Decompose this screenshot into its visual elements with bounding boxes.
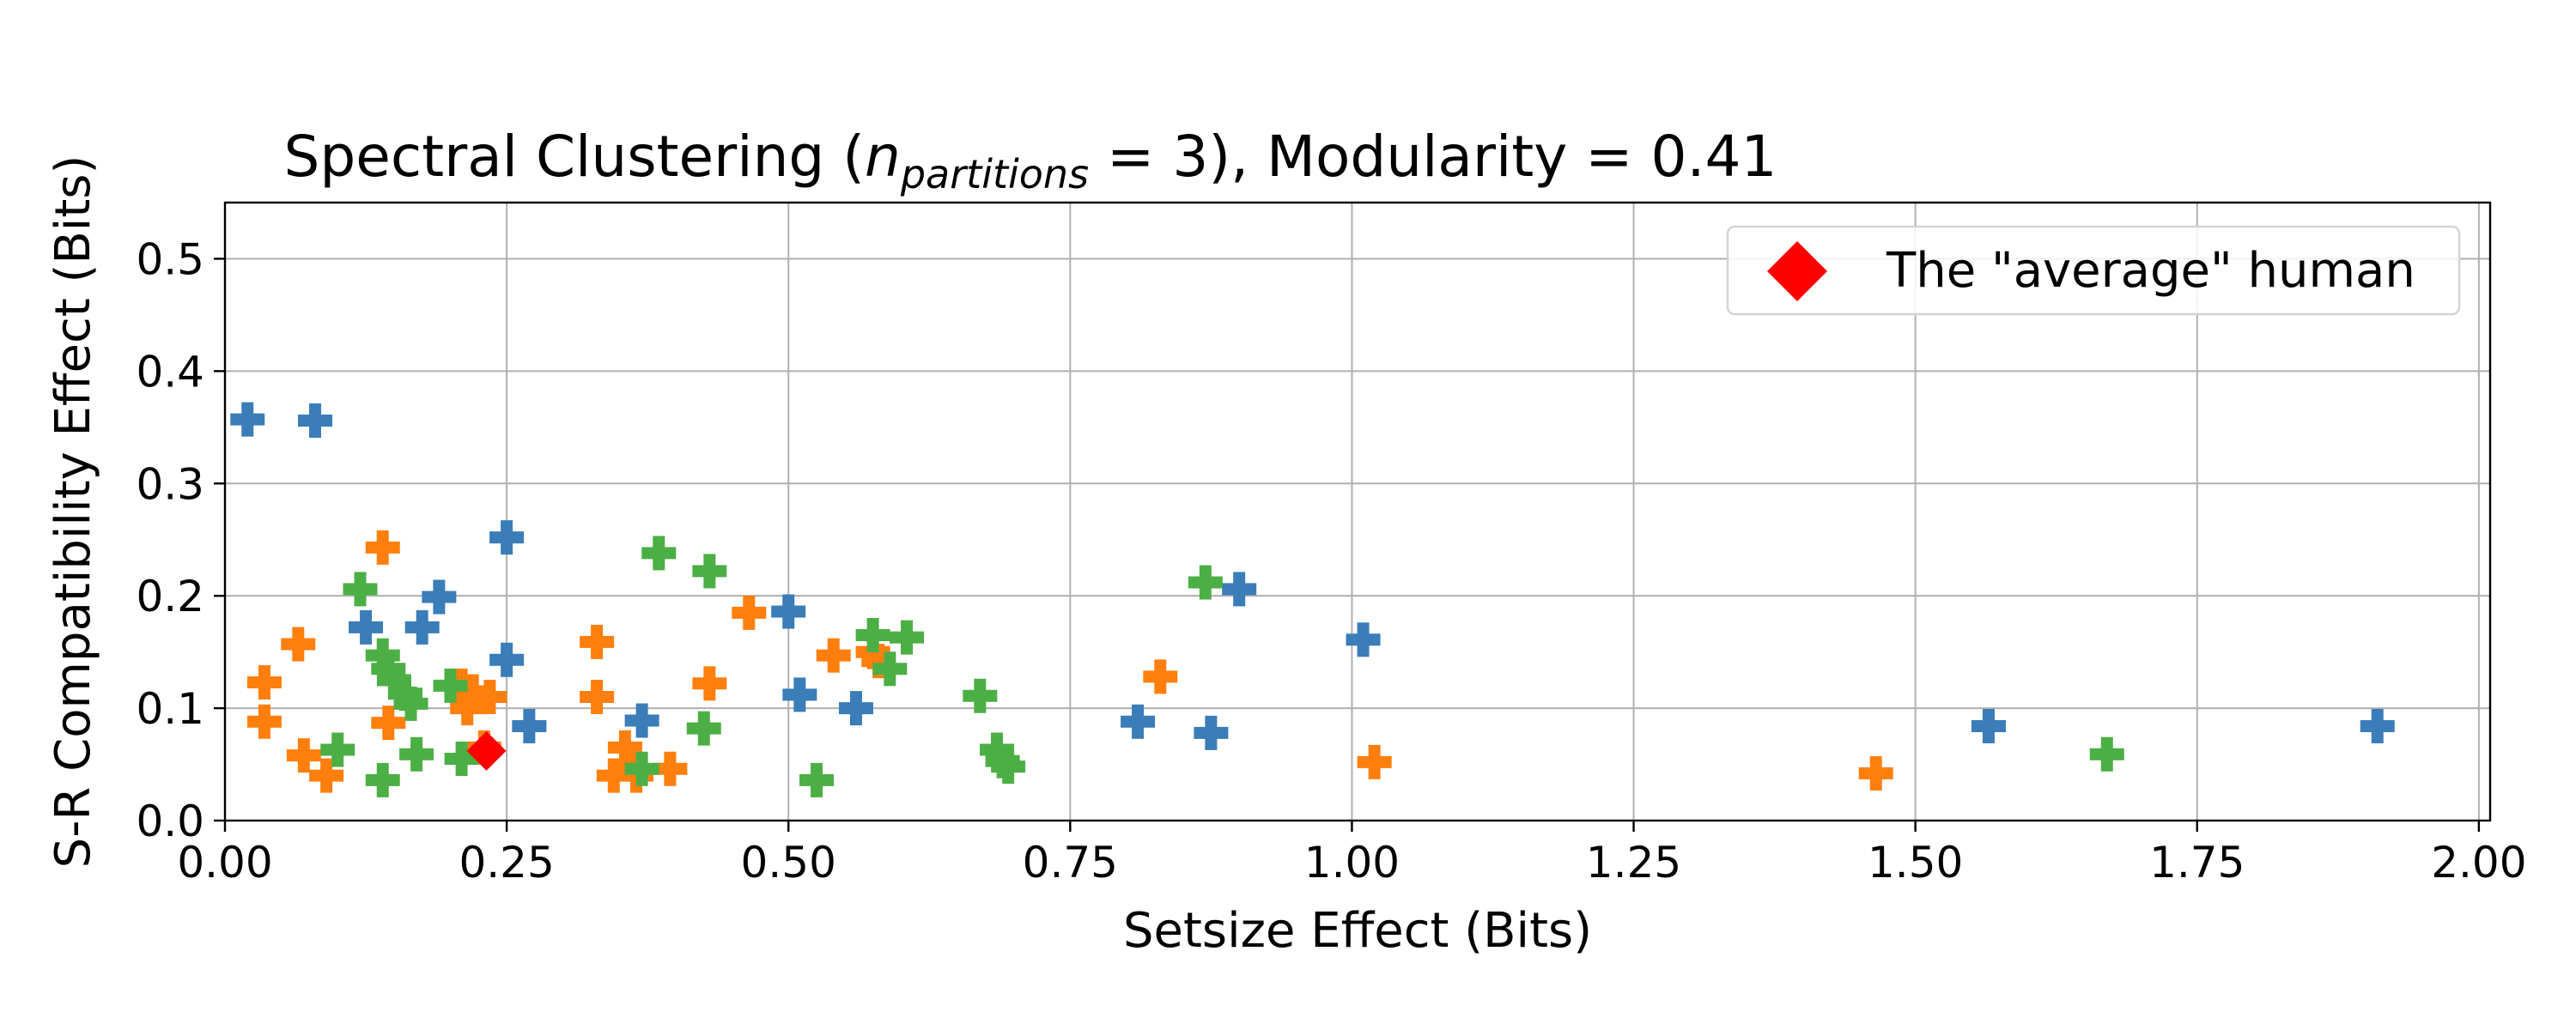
data-point-cluster-1 [624,703,659,738]
data-point-cluster-1 [349,609,384,645]
data-point-cluster-2 [309,758,344,793]
data-point-cluster-3 [692,554,727,589]
data-point-cluster-2 [732,595,767,630]
data-point-cluster-2 [596,758,631,793]
legend: The "average" human [1726,225,2461,316]
data-point-cluster-3 [991,749,1026,785]
data-point-cluster-3 [1188,565,1223,600]
data-point-cluster-3 [343,572,378,607]
data-point-cluster-3 [320,732,355,767]
data-point-cluster-3 [890,620,925,655]
data-points [230,402,2395,797]
data-point-cluster-2 [816,638,851,673]
data-point-cluster-2 [281,627,316,662]
data-point-cluster-2 [1858,756,1893,791]
title-main: Spectral Clustering ( [284,124,866,190]
data-point-cluster-2 [371,706,406,741]
chart-title: Spectral Clustering (npartitions = 3), M… [284,124,1777,197]
legend-box [1726,225,2461,316]
data-point-cluster-2 [472,680,507,714]
data-point-cluster-2 [692,666,727,701]
data-point-cluster-1 [771,594,806,629]
x-tick-label: 1.50 [1868,838,1963,888]
data-point-cluster-1 [489,642,525,677]
x-tick-label: 0.00 [177,838,272,888]
data-point-cluster-2 [1143,659,1178,694]
data-point-cluster-1 [1346,622,1381,657]
data-point-cluster-1 [489,520,525,555]
data-point-cluster-2 [580,624,615,659]
data-point-cluster-3 [686,711,721,746]
data-point-cluster-3 [365,762,400,797]
data-point-cluster-3 [872,651,908,687]
y-tick-label: 0.1 [136,684,204,734]
data-point-cluster-1 [1222,572,1257,607]
data-point-cluster-3 [444,742,479,776]
data-point-cluster-3 [799,762,835,797]
data-point-cluster-2 [246,664,282,700]
data-point-cluster-2 [580,680,615,714]
data-point-cluster-1 [512,709,547,744]
x-tick-label: 0.50 [741,838,836,888]
data-point-cluster-2 [286,738,321,773]
legend-diamond-marker [1767,241,1827,301]
data-point-cluster-3 [855,618,890,652]
x-tick-label: 1.25 [1586,838,1681,888]
data-point-cluster-3 [433,668,468,703]
data-point-cluster-3 [393,686,428,721]
data-point-cluster-1 [838,691,873,726]
plot-frame [223,201,2492,822]
x-axis-label: Setsize Effect (Bits) [1123,903,1592,959]
y-tick-label: 0.2 [136,572,204,621]
title-variable: n [865,124,901,190]
average-human-marker [466,730,507,771]
axis-ticks: 0.00 0.25 0.50 0.75 1.00 1.25 1.50 1.75 2.00 0.0 0… [136,234,2526,888]
data-point-cluster-3 [624,751,659,786]
data-point-cluster-3 [399,736,434,772]
data-point-cluster-3 [2089,736,2124,772]
title-rest: = 3), Modularity = 0.41 [1089,124,1777,190]
x-tick-label: 1.75 [2149,838,2245,888]
data-point-cluster-1 [782,677,817,712]
data-point-cluster-2 [365,530,400,565]
x-tick-label: 0.75 [1023,838,1118,888]
data-point-cluster-3 [963,678,998,713]
y-axis-label: S-R Compatibility Effect (Bits) [46,155,101,869]
data-point-cluster-2 [653,751,688,786]
x-tick-label: 0.25 [459,838,554,888]
x-tick-label: 1.00 [1304,838,1400,888]
title-subscript: partitions [900,151,1089,197]
y-tick-label: 0.5 [136,234,204,284]
data-point-cluster-2 [1357,744,1392,779]
data-point-cluster-1 [2360,709,2395,744]
data-point-cluster-3 [641,536,677,571]
data-point-cluster-1 [404,609,440,645]
data-point-cluster-1 [422,579,457,615]
y-tick-label: 0.3 [136,459,204,509]
y-tick-label: 0.0 [136,797,204,846]
data-point-cluster-3 [376,663,411,698]
data-point-cluster-2 [861,644,896,679]
y-tick-label: 0.4 [136,347,204,397]
data-point-cluster-1 [297,403,332,438]
data-point-cluster-1 [1194,715,1229,750]
x-tick-label: 2.00 [2431,838,2526,888]
data-point-cluster-1 [230,402,265,437]
legend-label: The "average" human [1886,243,2415,299]
data-point-cluster-2 [246,704,282,739]
data-point-cluster-1 [1971,709,2006,744]
data-point-cluster-1 [1121,704,1156,739]
